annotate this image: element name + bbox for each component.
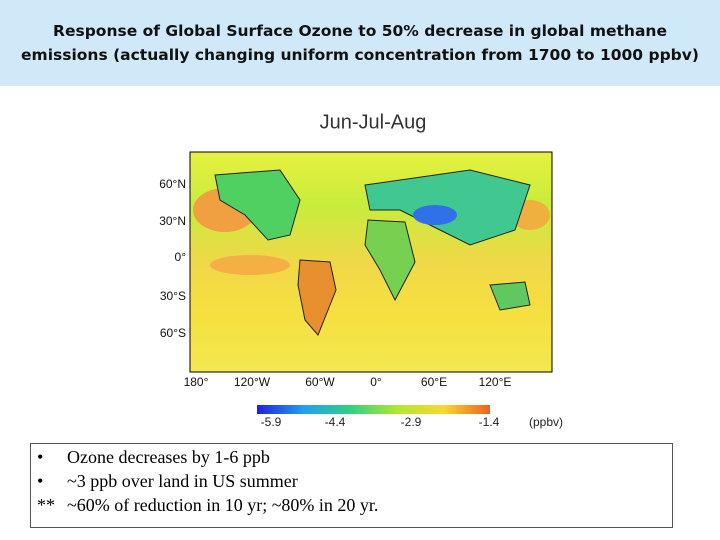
notes-box: • Ozone decreases by 1-6 ppb • ~3 ppb over…: [30, 443, 673, 528]
note-marker: •: [37, 471, 44, 491]
header: Response of Global Surface Ozone to 50% …: [0, 0, 720, 86]
colorbar-tick: -2.9: [401, 415, 422, 429]
colorbar: [257, 405, 490, 414]
colorbar-tick: -5.9: [261, 415, 282, 429]
note-text: ~3 ppb over land in US summer: [67, 471, 298, 491]
note-marker: •: [37, 447, 44, 467]
lat-label: 30°N: [159, 214, 186, 228]
note-marker: **: [37, 495, 55, 515]
lon-label: 60°W: [305, 375, 335, 389]
lon-label: 180°: [184, 375, 209, 389]
title-line: emissions (actually changing uniform con…: [21, 46, 699, 64]
colorbar-unit: (ppbv): [529, 415, 563, 429]
lon-label: 120°W: [234, 375, 271, 389]
lat-label: 60°N: [159, 177, 186, 191]
note-text: ~60% of reduction in 10 yr; ~80% in 20 y…: [67, 495, 379, 515]
colorbar-tick: -1.4: [479, 415, 500, 429]
map-title: Jun-Jul-Aug: [320, 111, 427, 133]
note: ** ~60% of reduction in 10 yr; ~80% in 20…: [37, 495, 378, 517]
map-field: [193, 169, 550, 336]
lon-label: 60°E: [421, 375, 447, 389]
lat-label: 60°S: [160, 326, 186, 340]
note-text: Ozone decreases by 1-6 ppb: [67, 447, 270, 467]
lat-label: 30°S: [160, 289, 186, 303]
lat-label: 0°: [175, 250, 187, 264]
lon-label: 120°E: [479, 375, 512, 389]
lon-label: 0°: [370, 375, 382, 389]
title-line: Response of Global Surface Ozone to 50% …: [53, 22, 667, 40]
colorbar-tick: -4.4: [325, 415, 346, 429]
note: • ~3 ppb over land in US summer: [37, 471, 298, 493]
note: • Ozone decreases by 1-6 ppb: [37, 447, 270, 469]
